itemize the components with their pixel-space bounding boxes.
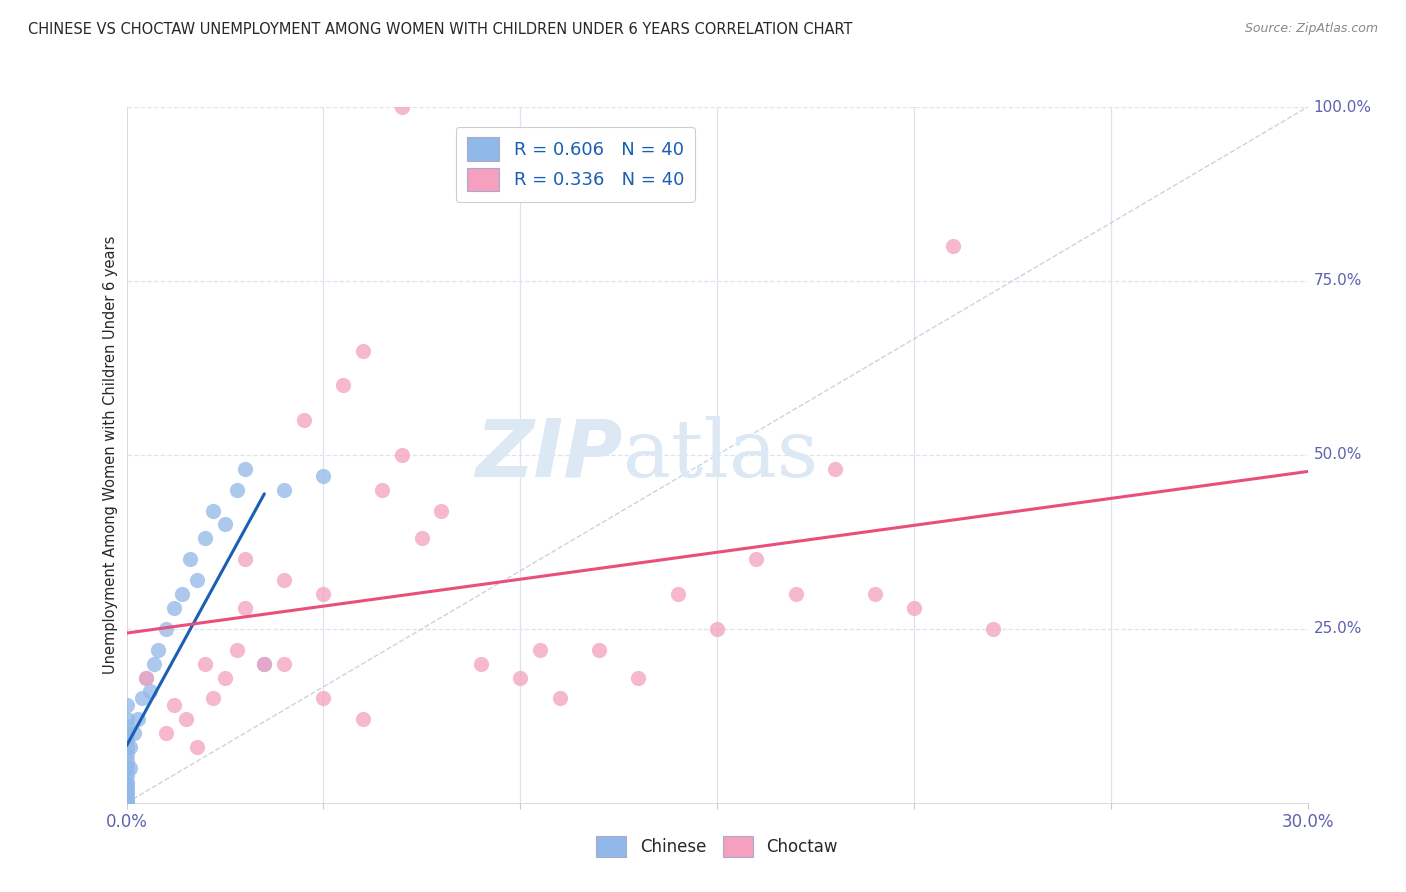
Point [163, 698, 186, 713]
Point [588, 642, 610, 657]
Point [627, 671, 650, 685]
Point [186, 573, 208, 587]
Point [115, 719, 138, 733]
Point [146, 642, 169, 657]
Point [120, 761, 142, 775]
Point [115, 792, 138, 806]
Point [273, 657, 295, 671]
Point [214, 517, 236, 532]
Point [115, 698, 138, 713]
Point [194, 657, 217, 671]
Point [470, 657, 492, 671]
Point [706, 622, 728, 636]
Text: 75.0%: 75.0% [1313, 274, 1362, 288]
Text: Source: ZipAtlas.com: Source: ZipAtlas.com [1244, 22, 1378, 36]
Point [273, 483, 295, 497]
Text: ZIP: ZIP [475, 416, 623, 494]
Point [115, 740, 138, 755]
Point [352, 343, 374, 358]
Point [233, 552, 256, 566]
Point [155, 726, 177, 740]
Point [233, 462, 256, 476]
Text: 50.0%: 50.0% [1313, 448, 1362, 462]
Point [115, 768, 138, 782]
Point [124, 726, 146, 740]
Point [115, 754, 138, 768]
Point [430, 503, 453, 517]
Point [202, 503, 225, 517]
Point [312, 587, 335, 601]
Text: 25.0%: 25.0% [1313, 622, 1362, 636]
Point [863, 587, 886, 601]
Point [225, 483, 247, 497]
Point [155, 622, 177, 636]
Point [186, 740, 208, 755]
Point [548, 691, 571, 706]
Point [120, 740, 142, 755]
Point [115, 747, 138, 761]
Point [135, 671, 157, 685]
Point [391, 448, 413, 462]
Point [115, 796, 138, 810]
Point [115, 761, 138, 775]
Point [179, 552, 201, 566]
Legend: Chinese, Choctaw: Chinese, Choctaw [589, 830, 845, 864]
Point [332, 378, 354, 392]
Point [194, 532, 217, 546]
Point [115, 778, 138, 792]
Point [292, 413, 315, 427]
Point [529, 642, 551, 657]
Point [163, 601, 186, 615]
Point [115, 775, 138, 789]
Point [135, 671, 157, 685]
Point [115, 726, 138, 740]
Point [115, 781, 138, 796]
Point [202, 691, 225, 706]
Text: atlas: atlas [623, 416, 818, 494]
Point [785, 587, 807, 601]
Point [411, 532, 433, 546]
Point [170, 587, 193, 601]
Point [391, 100, 413, 114]
Point [131, 691, 153, 706]
Point [666, 587, 689, 601]
Point [115, 712, 138, 726]
Point [233, 601, 256, 615]
Point [214, 671, 236, 685]
Text: 100.0%: 100.0% [1313, 100, 1371, 114]
Point [312, 468, 335, 483]
Point [371, 483, 394, 497]
Point [115, 796, 138, 810]
Point [509, 671, 531, 685]
Point [225, 642, 247, 657]
Point [127, 712, 149, 726]
Point [139, 684, 162, 698]
Point [942, 239, 965, 253]
Text: CHINESE VS CHOCTAW UNEMPLOYMENT AMONG WOMEN WITH CHILDREN UNDER 6 YEARS CORRELAT: CHINESE VS CHOCTAW UNEMPLOYMENT AMONG WO… [28, 22, 852, 37]
Y-axis label: Unemployment Among Women with Children Under 6 years: Unemployment Among Women with Children U… [103, 235, 118, 674]
Point [824, 462, 846, 476]
Point [352, 712, 374, 726]
Point [174, 712, 197, 726]
Point [253, 657, 276, 671]
Point [981, 622, 1004, 636]
Point [253, 657, 276, 671]
Point [115, 785, 138, 799]
Point [903, 601, 925, 615]
Point [312, 691, 335, 706]
Point [143, 657, 166, 671]
Point [745, 552, 768, 566]
Point [115, 789, 138, 803]
Point [273, 573, 295, 587]
Point [115, 733, 138, 747]
